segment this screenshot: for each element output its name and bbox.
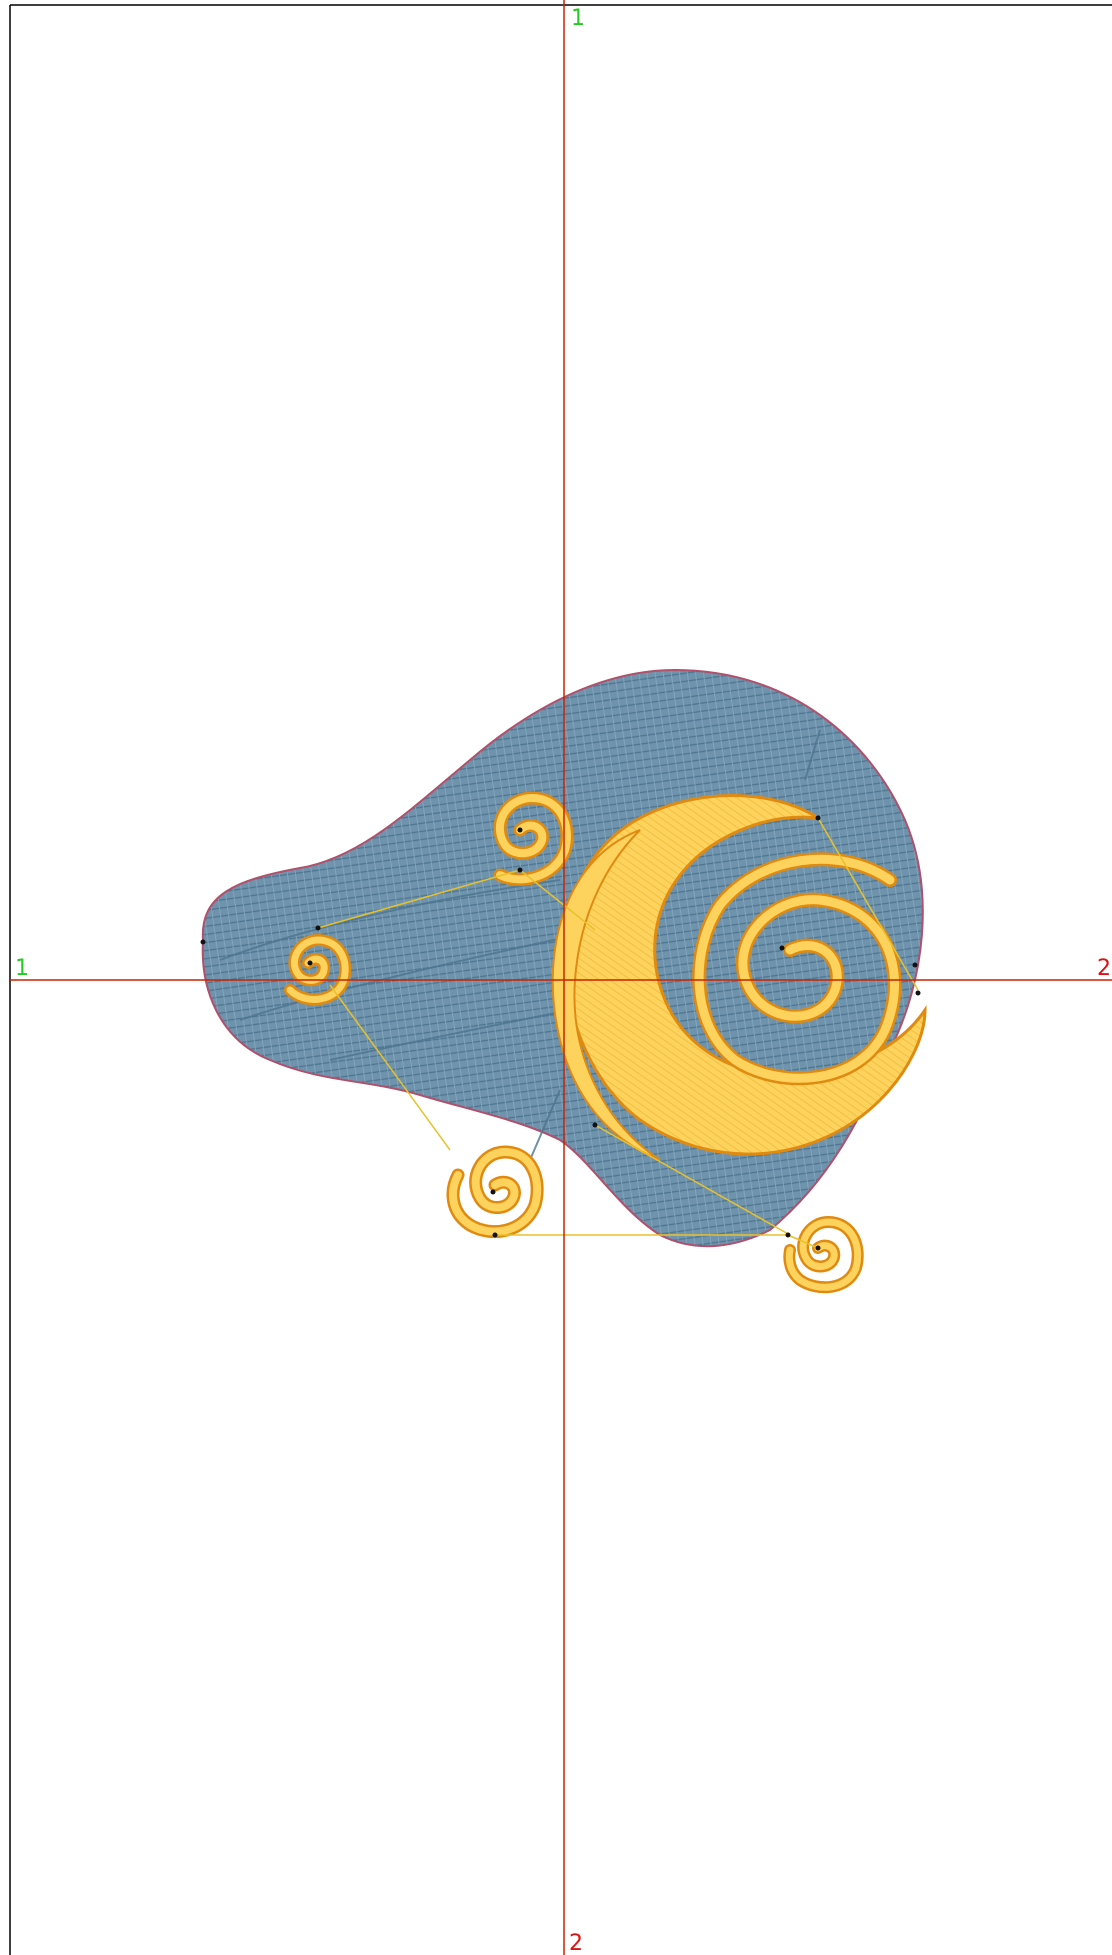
stitch-markers [200, 815, 921, 1251]
spiral-top[interactable] [493, 791, 574, 886]
spiral-bottom-left[interactable] [446, 1145, 544, 1239]
spiral-left[interactable] [284, 933, 352, 1006]
horizontal-guide-right-label: 2 [1097, 956, 1111, 981]
jump-stitch-lines [317, 817, 919, 1249]
spiral-bottom-right[interactable] [783, 1215, 864, 1294]
crescent-moon-outer [551, 829, 661, 1161]
vertical-guide-top-label: 1 [571, 6, 585, 31]
spiral-center[interactable] [692, 852, 902, 1086]
horizontal-guide-left-label: 1 [15, 956, 29, 981]
vertical-guide-bottom-label: 2 [569, 1931, 583, 1955]
